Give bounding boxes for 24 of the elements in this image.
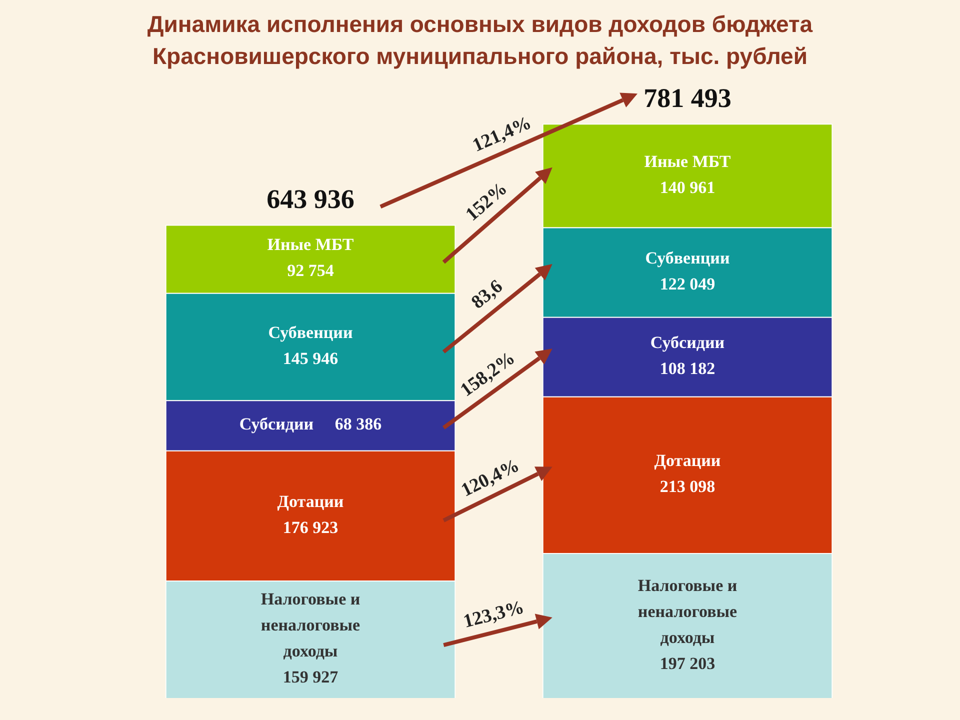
total-label: 643 936	[266, 184, 354, 214]
text: Иные МБТ	[644, 152, 731, 171]
series-label: Субсидии	[650, 333, 725, 352]
data-label: 159 927	[282, 668, 339, 687]
series-label: Иные МБТ	[267, 235, 354, 254]
text: Субвенции	[268, 322, 353, 342]
annotation: 83,6	[468, 276, 507, 314]
total-label: 781 493	[644, 83, 732, 114]
series-label: Дотации	[277, 492, 344, 511]
text: Налоговые и неналоговые доходы	[638, 576, 738, 647]
chart-title: Динамика исполнения основных видов доходов бюджета Красновишерского муниципального района, тыс. рублей	[146, 10, 814, 71]
data-label: 140 961	[660, 178, 716, 197]
annotation: 123,3%	[461, 596, 526, 632]
data-label: 92 754	[287, 261, 334, 280]
data-label: 213 098	[660, 477, 716, 496]
series-label: Налоговые и неналоговые доходы	[260, 590, 361, 661]
data-label: 122 049	[660, 274, 716, 294]
text: Субсидии 68 386	[239, 414, 382, 434]
data-label: 197 203	[660, 654, 716, 673]
data-label: 145 946	[282, 348, 338, 368]
data-label: 108 182	[660, 359, 716, 378]
series-label: Субвенции	[645, 248, 730, 268]
data-label: 176 923	[282, 518, 338, 537]
text: Дотации	[654, 451, 721, 470]
